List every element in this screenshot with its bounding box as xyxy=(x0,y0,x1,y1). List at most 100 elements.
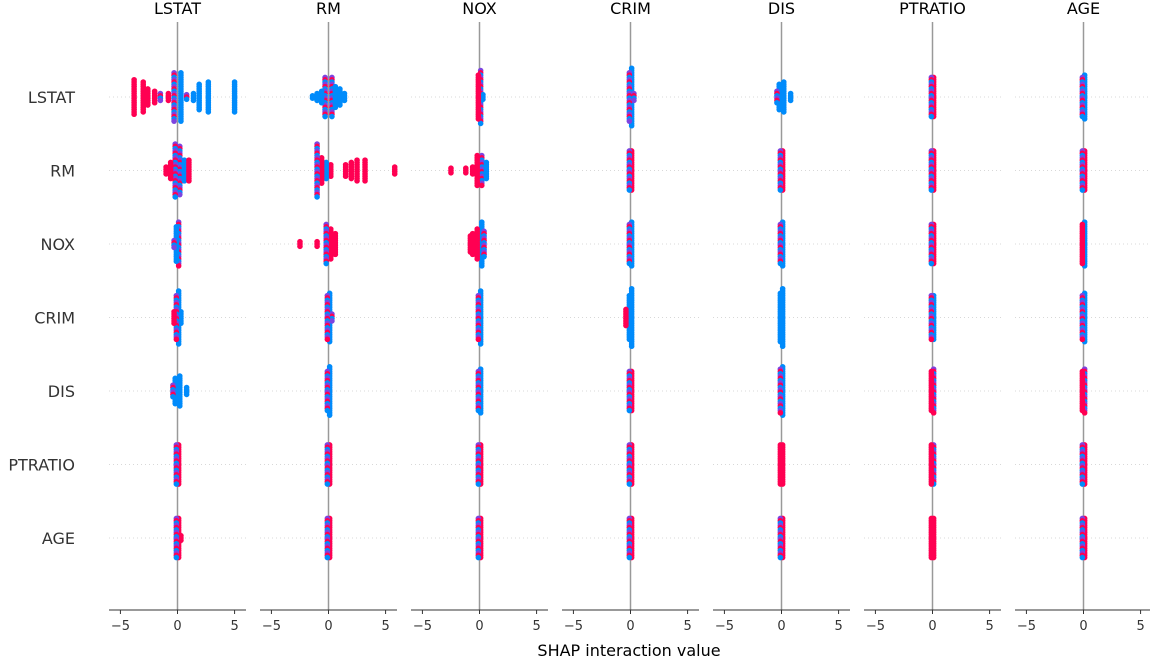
data-point xyxy=(777,187,784,193)
data-point xyxy=(175,263,182,269)
x-tick-label: −5 xyxy=(262,619,281,634)
data-point xyxy=(475,336,482,343)
row-label-lstat: LSTAT xyxy=(28,88,75,107)
data-point xyxy=(475,554,482,561)
data-point xyxy=(448,170,454,176)
data-point xyxy=(165,97,172,104)
data-point xyxy=(928,336,935,343)
data-point xyxy=(332,251,339,258)
data-point xyxy=(928,481,935,487)
data-point xyxy=(341,97,348,104)
data-point xyxy=(186,178,192,184)
data-point xyxy=(776,106,783,113)
data-point xyxy=(178,320,184,327)
row-label-age: AGE xyxy=(42,529,75,548)
data-point xyxy=(176,403,183,409)
data-point xyxy=(163,171,169,177)
x-tick-label: 0 xyxy=(1079,619,1087,634)
data-points xyxy=(131,65,1088,561)
x-tick-label: 0 xyxy=(173,619,181,634)
data-point xyxy=(323,175,330,182)
data-point xyxy=(178,118,184,124)
data-point xyxy=(337,102,343,108)
data-point xyxy=(1079,554,1086,561)
data-point xyxy=(779,343,786,350)
data-point xyxy=(157,97,164,104)
data-point xyxy=(190,97,197,104)
data-point xyxy=(196,106,202,113)
x-tick-label: −5 xyxy=(715,619,734,634)
data-point xyxy=(478,263,485,269)
data-point xyxy=(171,244,177,251)
data-point xyxy=(467,249,474,255)
data-point xyxy=(1079,407,1086,414)
data-point xyxy=(145,102,151,108)
data-point xyxy=(172,194,179,200)
x-tick-label: −5 xyxy=(413,619,432,634)
data-point xyxy=(928,260,935,267)
data-point xyxy=(314,97,320,104)
row-label-ptratio: PTRATIO xyxy=(8,456,75,475)
data-point xyxy=(1079,481,1086,487)
data-point xyxy=(780,109,787,115)
data-point xyxy=(173,481,180,487)
panel-title-lstat: LSTAT xyxy=(154,0,201,18)
x-tick-label: 5 xyxy=(381,619,389,634)
data-point xyxy=(777,260,784,267)
row-label-crim: CRIM xyxy=(34,309,75,328)
data-point xyxy=(475,116,482,122)
data-point xyxy=(181,178,188,184)
data-point xyxy=(326,412,333,418)
data-point xyxy=(626,407,633,414)
data-point xyxy=(1079,113,1086,120)
panel-title-dis: DIS xyxy=(768,0,795,18)
x-tick-label: −5 xyxy=(1017,619,1036,634)
data-point xyxy=(928,113,935,120)
data-point xyxy=(322,113,328,120)
data-point xyxy=(626,336,633,343)
data-point xyxy=(928,407,935,414)
row-label-nox: NOX xyxy=(41,235,76,254)
data-point xyxy=(176,191,183,198)
data-point xyxy=(463,170,469,176)
data-point xyxy=(1079,336,1086,343)
panel-title-nox: NOX xyxy=(462,0,497,18)
data-point xyxy=(173,554,180,561)
x-tick-label: 5 xyxy=(834,619,842,634)
x-axis-title: SHAP interaction value xyxy=(537,641,720,660)
labels: SHAP interaction value LSTAT RM NOX CRIM DIS… xyxy=(8,0,1100,660)
data-point xyxy=(777,481,784,487)
data-point xyxy=(626,118,633,124)
x-tick-label: 0 xyxy=(475,619,483,634)
data-point xyxy=(332,104,339,111)
data-point xyxy=(172,400,179,407)
x-tick-label: −5 xyxy=(564,619,583,634)
x-tick-label: 5 xyxy=(683,619,691,634)
data-point xyxy=(628,343,635,350)
data-point xyxy=(170,393,176,400)
data-point xyxy=(631,97,637,104)
data-point xyxy=(171,320,177,327)
data-point xyxy=(623,322,629,329)
data-point xyxy=(469,171,476,177)
data-point xyxy=(327,173,334,180)
data-point xyxy=(474,182,481,189)
data-point xyxy=(481,253,487,260)
panel-title-age: AGE xyxy=(1067,0,1100,18)
data-point xyxy=(327,256,334,262)
data-point xyxy=(324,481,331,487)
data-point xyxy=(173,258,180,265)
row-label-dis: DIS xyxy=(48,382,75,401)
x-tick-label: 0 xyxy=(928,619,936,634)
data-point xyxy=(626,187,633,193)
x-tick-label: 5 xyxy=(985,619,993,634)
data-point xyxy=(477,341,484,347)
data-point xyxy=(329,113,335,120)
data-point xyxy=(318,99,325,106)
x-axes: −5 0 5 −5 0 5 −5 0 5 −5 0 5 −5 0 5 −5 0 5 −5 0 5 xyxy=(109,609,1150,634)
data-point xyxy=(309,95,316,101)
data-point xyxy=(777,410,784,416)
x-tick-label: 5 xyxy=(1136,619,1144,634)
panel-title-crim: CRIM xyxy=(610,0,651,18)
x-tick-label: 0 xyxy=(777,619,785,634)
